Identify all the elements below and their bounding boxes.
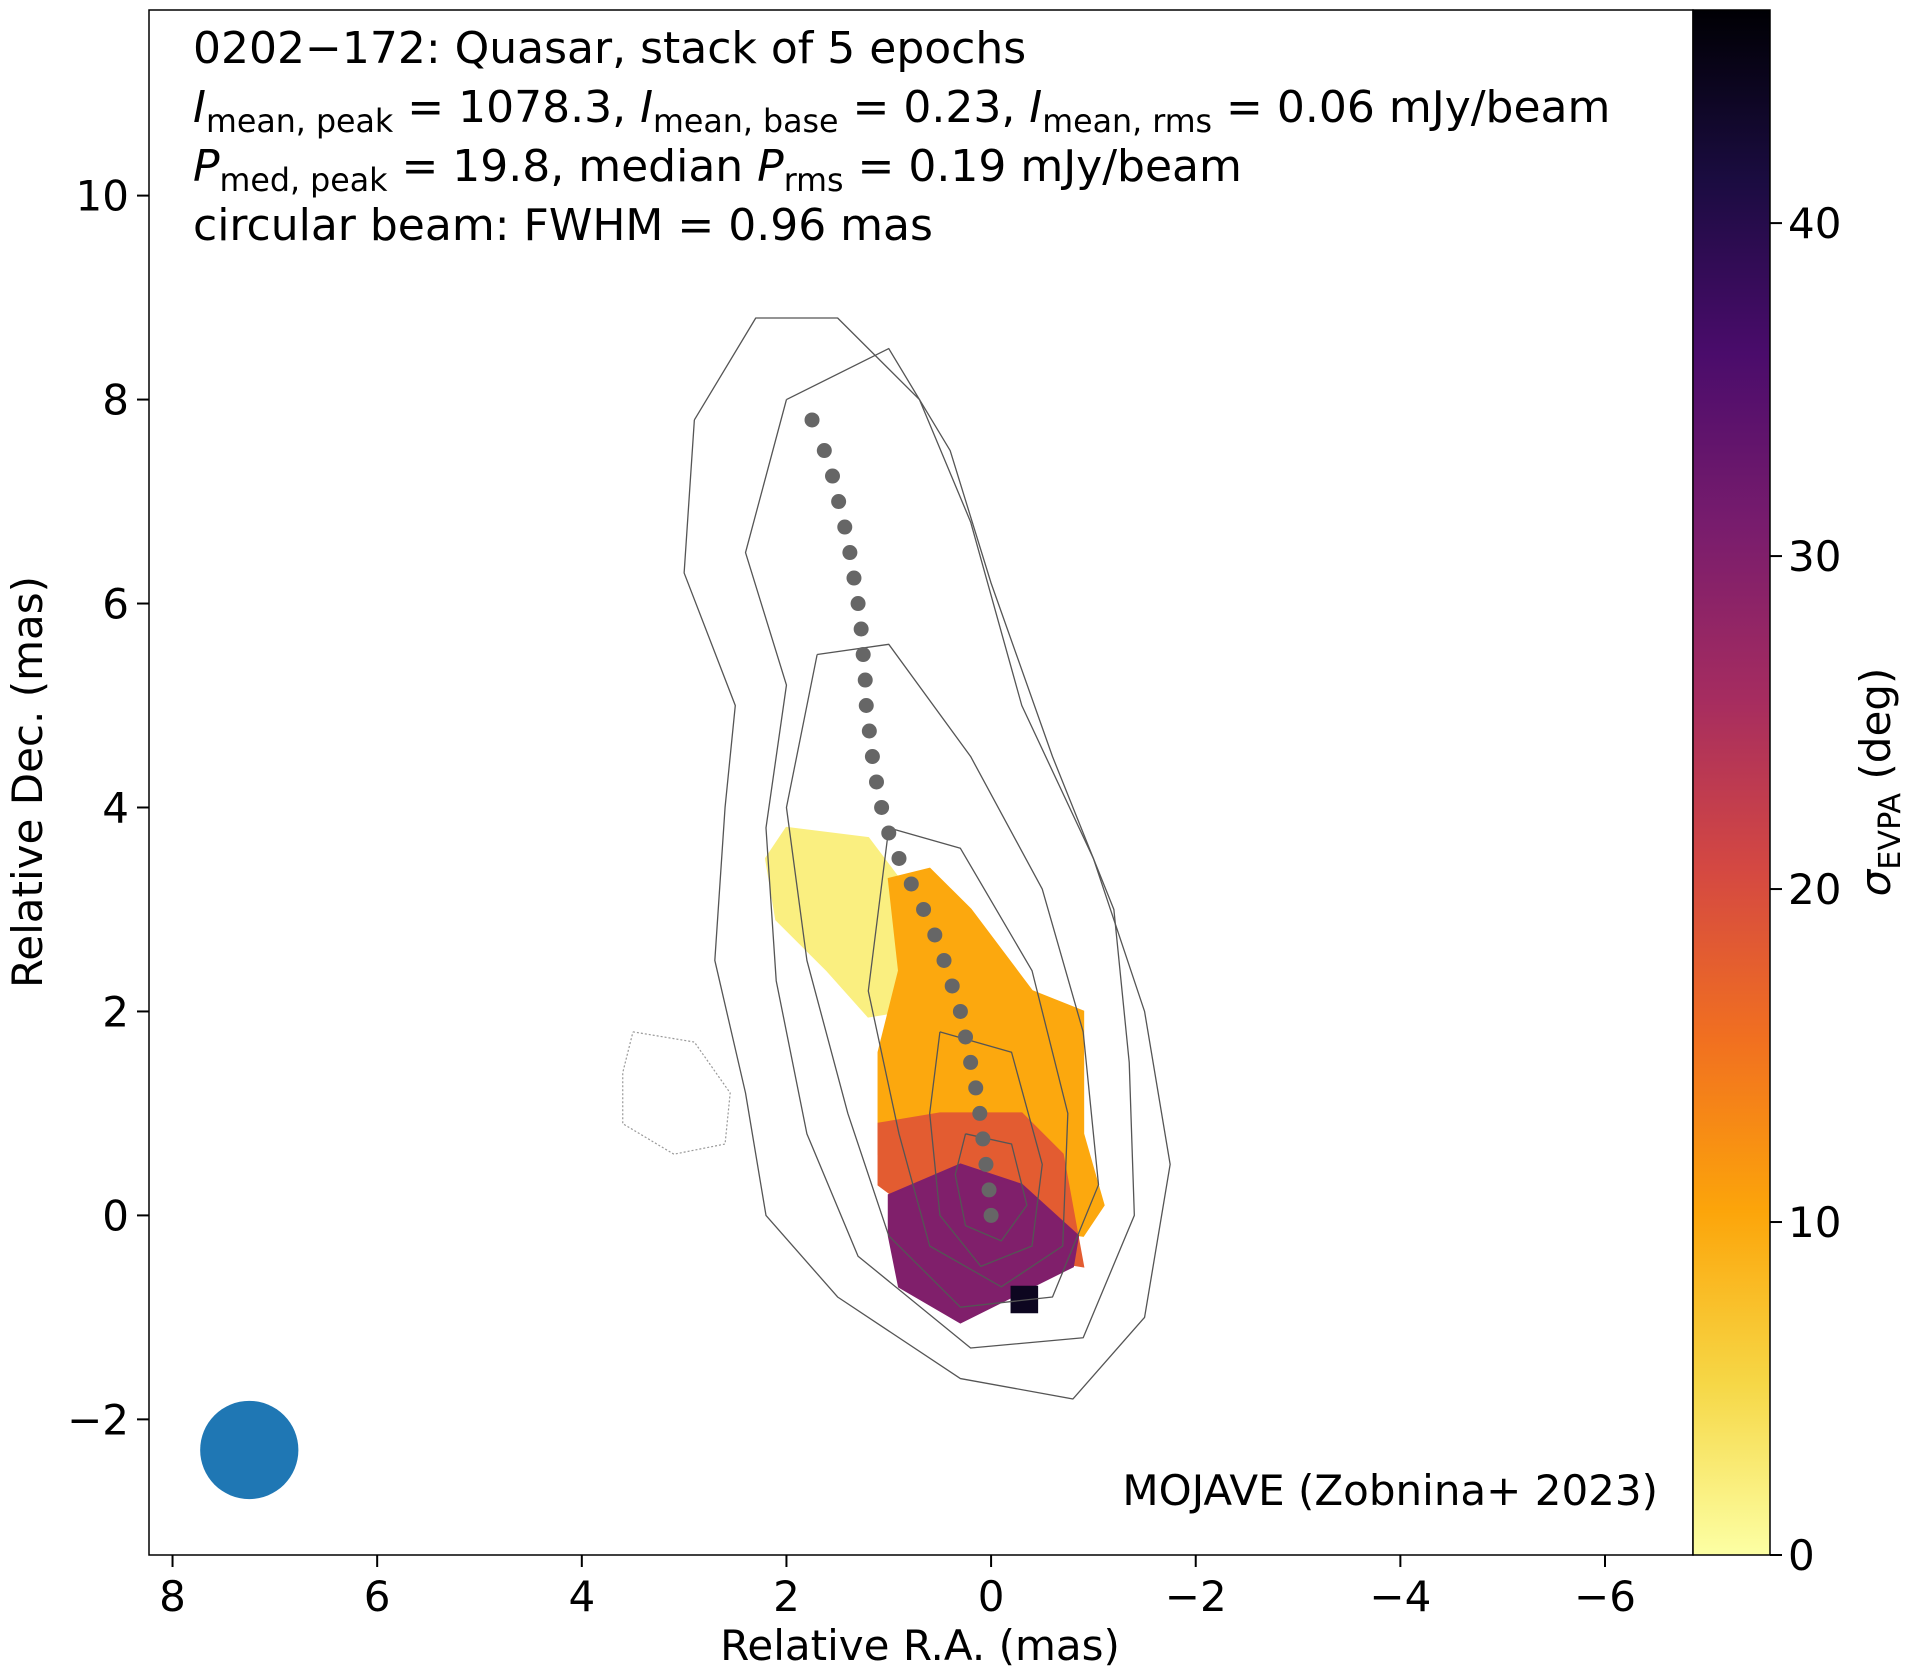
ridge-point [831, 494, 847, 510]
ridge-point [981, 1182, 997, 1198]
ridge-point [850, 596, 866, 612]
ridge-point [874, 799, 890, 815]
x-tick-label: 0 [978, 1572, 1005, 1621]
y-tick-label: −2 [67, 1395, 129, 1444]
text-segment: I [640, 82, 653, 133]
text-segment: = 0.23, [839, 82, 1030, 133]
y-tick-label: 2 [102, 987, 129, 1036]
subscript: mean, peak [206, 104, 394, 140]
text-segment: = 0.19 mJy/beam [844, 141, 1242, 192]
y-tick-label: 10 [76, 172, 129, 221]
contour [954, 1133, 1028, 1242]
ridge-point [978, 1156, 994, 1172]
y-axis-label: Relative Dec. (mas) [3, 576, 52, 988]
contour [929, 1031, 1043, 1268]
ridge-point [837, 519, 853, 535]
x-tick-label: −6 [1574, 1572, 1636, 1621]
subscript: EVPA [1873, 793, 1905, 870]
ridge-point [972, 1105, 988, 1121]
title-line: circular beam: FWHM = 0.96 mas [193, 200, 933, 251]
sigma-region [764, 826, 942, 1018]
contour [785, 643, 1100, 1308]
x-tick-label: 8 [159, 1572, 186, 1621]
title-line: Pmed, peak = 19.8, median Prms = 0.19 mJ… [193, 141, 1242, 199]
subscript: mean, rms [1042, 104, 1212, 140]
text-segment: 0202−172: Quasar, stack of 5 epochs [193, 23, 1026, 74]
ridge-point [804, 412, 820, 428]
ridge-point [842, 545, 858, 561]
colorbar-label: σEVPA (deg) [1851, 668, 1905, 897]
text-segment: P [193, 141, 220, 192]
contour [867, 827, 1069, 1288]
ridge-point [936, 952, 952, 968]
subscript: med, peak [220, 163, 389, 199]
ridge-point [916, 901, 932, 917]
text-segment: = 0.06 mJy/beam [1212, 82, 1610, 133]
text-segment: P [757, 141, 784, 192]
text-segment: = 19.8, median [387, 141, 757, 192]
subscript: mean, base [653, 104, 838, 140]
ridge-point [927, 927, 943, 943]
colorbar-tick-label: 0 [1788, 1531, 1815, 1580]
text-segment: circular beam: FWHM = 0.96 mas [193, 200, 933, 251]
text-segment: (deg) [1851, 668, 1900, 793]
x-tick-label: 4 [568, 1572, 595, 1621]
ridge-point [861, 723, 877, 739]
contour [622, 1031, 731, 1155]
ridge-point [891, 850, 907, 866]
ridge-point [846, 570, 862, 586]
y-tick-label: 8 [102, 376, 129, 425]
contour [683, 317, 1171, 1400]
colorbar-tick-label: 10 [1788, 1198, 1841, 1247]
ridge-point [853, 621, 869, 637]
ridge-point [858, 698, 874, 714]
colorbar-tick-label: 40 [1788, 199, 1841, 248]
title-line: 0202−172: Quasar, stack of 5 epochs [193, 23, 1026, 74]
ridge-point [868, 774, 884, 790]
text-segment: I [1029, 82, 1042, 133]
text-segment: = 1078.3, [393, 82, 640, 133]
ridge-point [903, 876, 919, 892]
y-tick-label: 6 [102, 580, 129, 629]
subscript: rms [784, 163, 844, 199]
y-tick-label: 4 [102, 783, 129, 832]
ridge-point [864, 748, 880, 764]
ridge-point [944, 978, 960, 994]
title-line: Imean, peak = 1078.3, Imean, base = 0.23… [193, 82, 1610, 140]
ridge-point [968, 1080, 984, 1096]
ridge-point [975, 1131, 991, 1147]
plot-area [200, 317, 1171, 1500]
colorbar [1692, 9, 1771, 1556]
ridge-point [958, 1029, 974, 1045]
beam [200, 1400, 299, 1500]
annotation: MOJAVE (Zobnina+ 2023) [1122, 1466, 1658, 1515]
x-tick-label: −4 [1369, 1572, 1431, 1621]
ridge-point [952, 1003, 968, 1019]
x-axis-label: Relative R.A. (mas) [720, 1621, 1120, 1670]
text-segment: σ [1851, 868, 1900, 896]
text-segment: I [193, 82, 206, 133]
ridge-point [824, 468, 840, 484]
ridge-point [816, 443, 832, 459]
ridge-point [881, 825, 897, 841]
x-tick-label: 2 [773, 1572, 800, 1621]
contour [744, 347, 1135, 1349]
ridge-point [855, 647, 871, 663]
x-tick-label: −2 [1165, 1572, 1227, 1621]
colorbar-tick-label: 20 [1788, 865, 1841, 914]
y-tick-label: 0 [102, 1191, 129, 1240]
ridge-point [963, 1054, 979, 1070]
colorbar-tick-label: 30 [1788, 532, 1841, 581]
x-tick-label: 6 [364, 1572, 391, 1621]
ridge-point [857, 672, 873, 688]
ridge-point [983, 1207, 999, 1223]
